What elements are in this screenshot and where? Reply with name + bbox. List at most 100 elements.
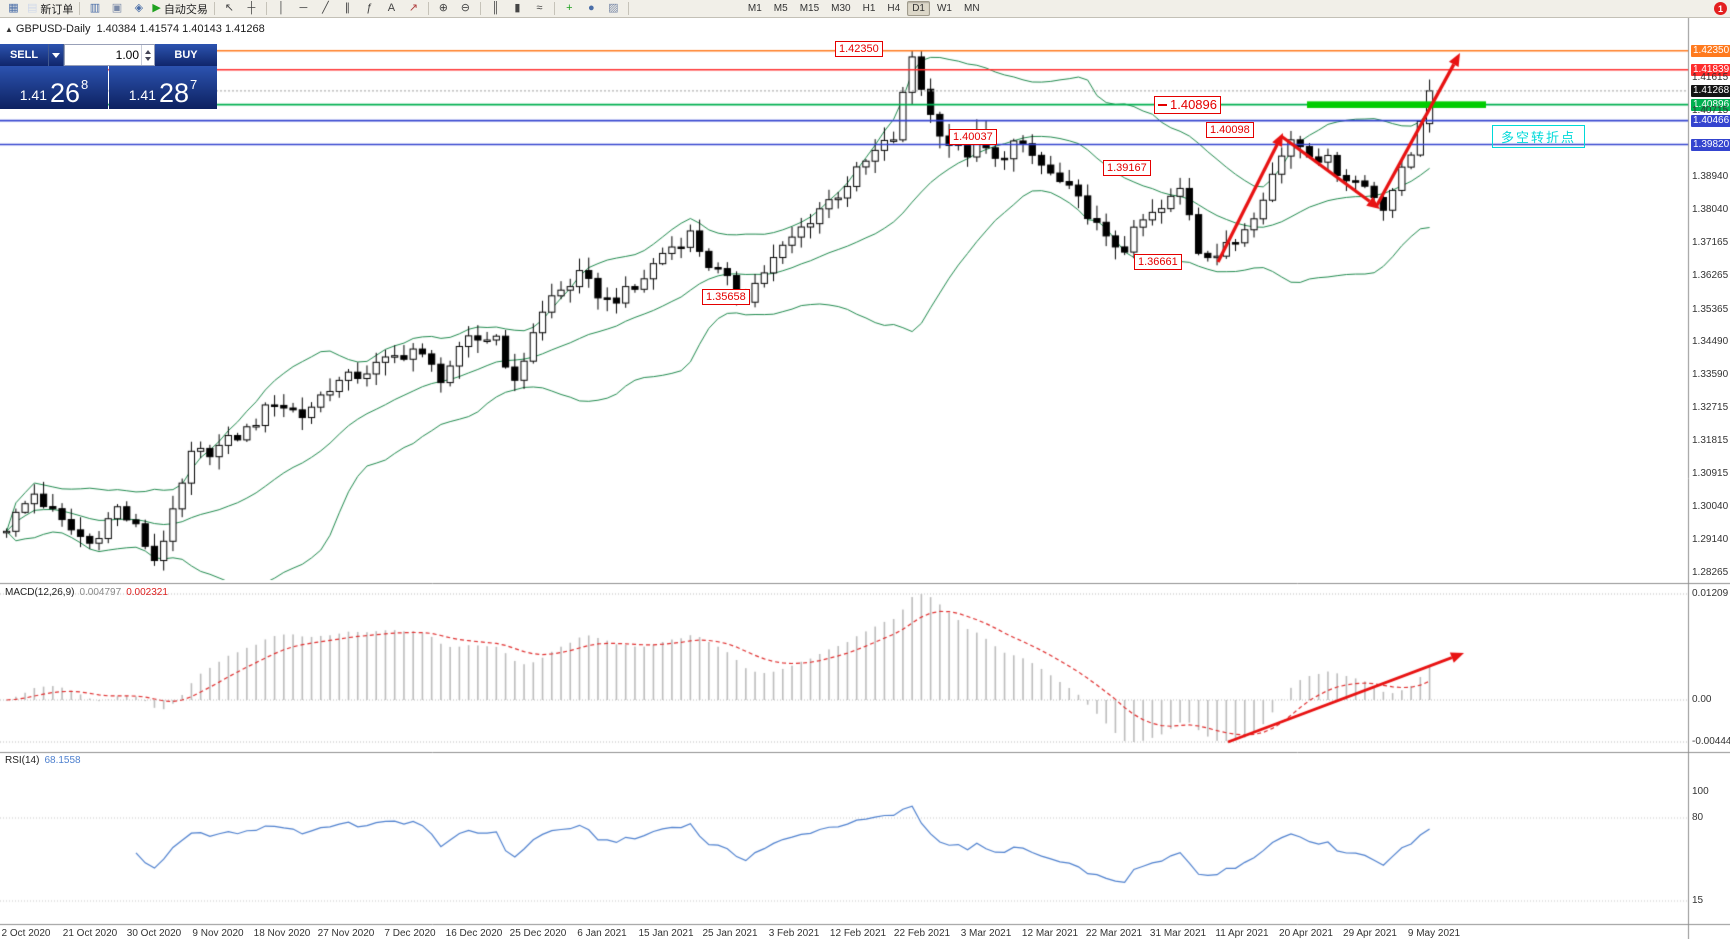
time-axis-label: 20 Apr 2021 — [1279, 928, 1333, 939]
rsi-value: 68.1558 — [44, 755, 81, 766]
channel-icon: ∥ — [344, 2, 351, 14]
trendline-icon: ╱ — [322, 2, 329, 14]
price-axis-tick: 1.33590 — [1692, 369, 1729, 381]
new-order-button[interactable]: ▤ 新订单 — [25, 1, 75, 16]
time-axis-label: 12 Mar 2021 — [1021, 928, 1079, 939]
fibonacci-icon[interactable]: ƒ — [359, 1, 380, 16]
horizontal-line-icon[interactable]: ─ — [293, 1, 314, 16]
bar-chart-icon[interactable]: ║ — [485, 1, 506, 16]
data-window-icon[interactable]: ▣ — [106, 1, 127, 16]
sell-button[interactable]: SELL — [0, 44, 49, 66]
toolbar-separator — [265, 2, 267, 15]
price-label-object[interactable]: 1.40896 — [1154, 96, 1221, 114]
chevron-down-icon — [52, 52, 60, 58]
sell-price-button[interactable]: 1.41 26 8 — [0, 66, 108, 109]
time-axis-label: 3 Mar 2021 — [960, 928, 1012, 939]
timeframe-m15-button[interactable]: M15 — [799, 3, 820, 14]
volume-field[interactable] — [64, 44, 155, 66]
price-axis-tick: 1.30915 — [1692, 468, 1729, 480]
templates-icon[interactable]: ▨ — [603, 1, 624, 16]
toolbar-separator — [79, 2, 81, 15]
autotrading-button-label: 自动交易 — [163, 3, 208, 16]
price-axis-tick: 1.28265 — [1692, 566, 1729, 578]
volume-decrease-button[interactable] — [145, 56, 151, 61]
data-window-icon: ▣ — [111, 2, 123, 14]
timeframe-m5-button[interactable]: M5 — [773, 3, 788, 14]
market-watch-icon[interactable]: ▥ — [84, 1, 105, 16]
price-label-object[interactable]: 1.42350 — [835, 41, 883, 57]
templates-icon: ▨ — [608, 2, 619, 14]
note-text-object[interactable]: 多空转折点 — [1492, 125, 1586, 148]
market-watch-icon: ▥ — [89, 2, 101, 14]
volume-increase-button[interactable] — [145, 49, 151, 54]
time-axis-label: 25 Dec 2020 — [509, 928, 567, 939]
price-label-object[interactable]: 1.36661 — [1134, 254, 1182, 270]
line-chart-icon[interactable]: ≈ — [529, 1, 550, 16]
period-icon[interactable]: ● — [581, 1, 602, 16]
time-axis-label: 22 Feb 2021 — [893, 928, 951, 939]
price-axis: 1.42350 1.41839 1.41615 1.41268 1.40896 1.407… — [1690, 0, 1730, 939]
price-label-object[interactable]: 1.40037 — [949, 129, 997, 145]
price-axis-tick: 1.34490 — [1692, 335, 1729, 347]
vertical-line-icon[interactable]: │ — [271, 1, 292, 16]
crosshair-icon[interactable]: ┼ — [241, 1, 262, 16]
navigator-icon[interactable]: ◈ — [128, 1, 149, 16]
vertical-line-icon: │ — [277, 2, 285, 14]
timeframe-m1-button[interactable]: M1 — [747, 3, 762, 14]
price-axis-tick: 1.40715 — [1692, 105, 1729, 117]
autotrading-button[interactable]: ▶ 自动交易 — [150, 1, 209, 16]
chart-marker-icon: ▲ — [5, 25, 13, 34]
buy-price-button[interactable]: 1.41 28 7 — [109, 66, 217, 109]
price-axis-tick: 1.38040 — [1692, 204, 1729, 216]
price-label-object[interactable]: 1.39167 — [1103, 160, 1151, 176]
price-line-dash-icon — [1158, 104, 1167, 106]
arrows-icon[interactable]: ↗ — [403, 1, 424, 16]
time-axis-label: 22 Mar 2021 — [1085, 928, 1143, 939]
cursor-icon[interactable]: ↖ — [219, 1, 240, 16]
timeframe-h1-button[interactable]: H1 — [862, 3, 876, 14]
indicators-icon[interactable]: + — [559, 1, 580, 16]
new-order-button-label: 新订单 — [40, 3, 74, 16]
zoom-out-icon[interactable]: ⊖ — [455, 1, 476, 16]
price-axis-tick: 1.38940 — [1692, 171, 1729, 183]
order-controls-row: SELL BUY — [0, 44, 217, 66]
toolbar: ▦ ▤ 新订单 ▥ ▣ ◈ ▶ 自动交易 ↖ ┼ │ ─ ╱ ∥ ƒ A ↗ ⊕ ⊖ ║ ▮ ≈ + ● ▨ M1 M5 M15 M30… — [0, 0, 1730, 18]
timeframe-d1-button[interactable]: D1 — [907, 1, 930, 16]
line-chart-icon: ≈ — [536, 2, 543, 14]
macd-indicator-label: MACD(12,26,9) 0.004797 0.002321 — [5, 587, 168, 598]
volume-input[interactable] — [65, 48, 141, 62]
quote-prices-row: 1.41 26 8 1.41 28 7 — [0, 66, 217, 109]
macd-name: MACD(12,26,9) — [5, 587, 75, 598]
cursor-icon: ↖ — [224, 2, 234, 14]
order-type-dropdown[interactable] — [49, 44, 64, 66]
timeframe-mn-button[interactable]: MN — [963, 3, 980, 14]
notification-badge[interactable]: 1 — [1714, 2, 1727, 15]
trendline-icon[interactable]: ╱ — [315, 1, 336, 16]
new-chart-icon[interactable]: ▦ — [3, 1, 24, 16]
price-axis-badge: 1.42350 — [1691, 44, 1730, 57]
timeframe-w1-button[interactable]: W1 — [936, 3, 952, 14]
arrows-icon: ↗ — [408, 2, 418, 14]
indicator-axis-tick: 100 — [1692, 786, 1709, 797]
zoom-in-icon: ⊕ — [438, 2, 448, 14]
timeframe-m30-button[interactable]: M30 — [831, 3, 851, 14]
candlestick-icon[interactable]: ▮ — [507, 1, 528, 16]
zoom-out-icon: ⊖ — [460, 2, 470, 14]
sell-price-base: 1.41 — [19, 87, 47, 103]
buy-button[interactable]: BUY — [155, 44, 217, 66]
time-axis-label: 21 Oct 2020 — [62, 928, 118, 939]
price-label-object[interactable]: 1.35658 — [702, 289, 750, 305]
chart-ohlc-values: 1.40384 1.41574 1.40143 1.41268 — [96, 23, 265, 35]
price-axis-badge: 1.40466 — [1691, 114, 1730, 127]
time-axis-label: 11 Apr 2021 — [1215, 928, 1269, 939]
text-icon[interactable]: A — [381, 1, 402, 16]
new-chart-icon: ▦ — [8, 2, 19, 14]
channel-icon[interactable]: ∥ — [337, 1, 358, 16]
price-label-object[interactable]: 1.40098 — [1206, 122, 1254, 138]
toolbar-separator — [553, 2, 555, 15]
indicator-axis-tick: 80 — [1692, 812, 1704, 823]
zoom-in-icon[interactable]: ⊕ — [433, 1, 454, 16]
timeframe-h4-button[interactable]: H4 — [887, 3, 901, 14]
indicator-axis-tick: 15 — [1692, 895, 1704, 906]
